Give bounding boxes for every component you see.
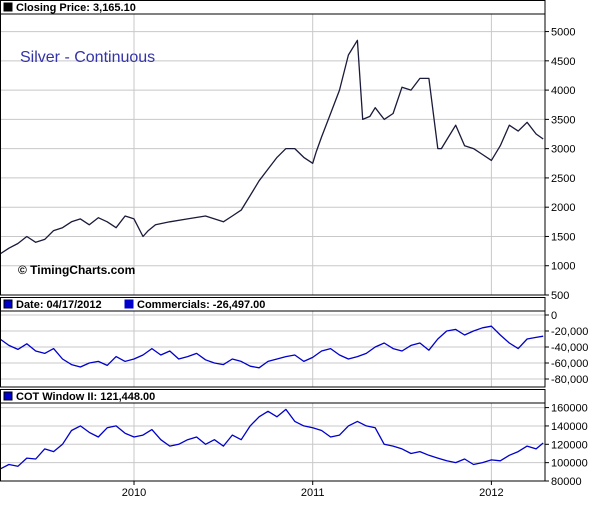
ytick-label: 1000 [551, 261, 575, 273]
chart-title: Silver - Continuous [20, 49, 155, 66]
xtick-label-2012: 2012 [479, 487, 503, 499]
ytick-label: -20,000 [551, 326, 588, 338]
ytick-label: 4000 [551, 85, 575, 97]
ytick-label: -60,000 [551, 358, 588, 370]
ytick-label: 5000 [551, 27, 575, 39]
ytick-label: 0 [551, 310, 557, 322]
ytick-label: -80,000 [551, 374, 588, 386]
legend-swatch [3, 2, 13, 12]
ytick-label: 120000 [551, 439, 588, 451]
series-line-price [0, 39, 544, 255]
panel-frame [0, 297, 546, 388]
panel-frame [0, 0, 546, 296]
legend-swatch [3, 299, 13, 309]
panel-cot-window: 80000 100000 120000 140000 160000 COT Window … [0, 389, 588, 488]
panel-commercials: 0 -20,000 -40,000 -60,000 -80,000 Date: 04/17… [0, 297, 588, 388]
series-line-commercials [0, 325, 544, 369]
legend-label: COT Window II: 121,448.00 [16, 391, 155, 403]
series-line-cot-window [0, 408, 544, 470]
ytick-label: -40,000 [551, 342, 588, 354]
ytick-label: 4500 [551, 56, 575, 68]
legend-swatch-2 [124, 299, 134, 309]
ytick-label: 140000 [551, 421, 588, 433]
ytick-label: 80000 [551, 476, 582, 488]
panel-price: 500 1000 1500 2000 2500 3000 3500 4000 4500 5000 C… [0, 0, 575, 302]
xtick-label-2010: 2010 [122, 487, 146, 499]
xtick-label-2011: 2011 [301, 487, 325, 499]
copyright-notice: © TimingCharts.com [18, 263, 135, 277]
ytick-label: 3500 [551, 114, 575, 126]
panel-frame [0, 389, 546, 482]
legend-label: Date: 04/17/2012 [16, 299, 102, 311]
legend-swatch [3, 391, 13, 401]
ytick-label: 2500 [551, 173, 575, 185]
ytick-label: 160000 [551, 403, 588, 415]
ytick-label: 3000 [551, 144, 575, 156]
ytick-label: 2000 [551, 202, 575, 214]
ytick-label: 1500 [551, 231, 575, 243]
legend-label: Closing Price: 3,165.10 [16, 2, 136, 14]
legend-label-2: Commercials: -26,497.00 [137, 299, 265, 311]
ytick-label: 100000 [551, 458, 588, 470]
ytick-label: 500 [551, 290, 569, 302]
